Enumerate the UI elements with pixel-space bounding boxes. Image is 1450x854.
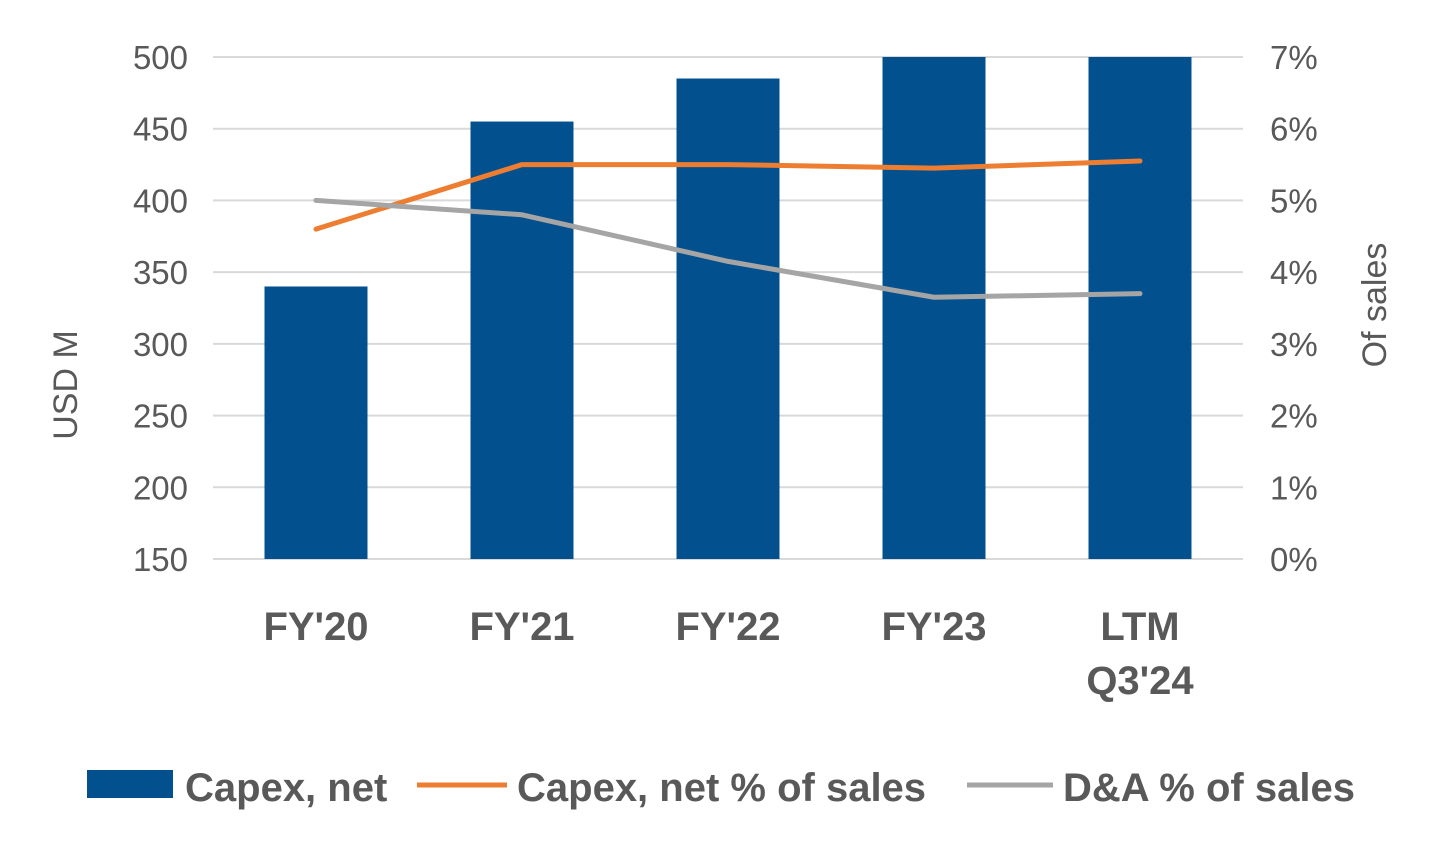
y-axis-right-title: Of sales [1356,243,1394,368]
bar-capex-net [264,286,368,559]
line-capex-net-pct-of-sales [313,158,1143,232]
bar-capex-net [470,121,574,560]
y-right-tick-label: 5% [1270,182,1318,219]
y-right-tick-label: 0% [1270,541,1318,578]
bar-capex-net [676,78,780,559]
y-left-tick-label: 350 [133,254,188,291]
legend-label-capex-net: Capex, net [185,766,387,810]
y-right-tick-label: 7% [1270,39,1318,76]
legend-swatch-capex-net [87,770,173,798]
y-axis-left-title: USD M [47,330,85,440]
y-right-tick-label: 3% [1270,326,1318,363]
y-right-tick-label: 1% [1270,469,1318,506]
x-category-label: FY'21 [469,605,574,649]
y-right-tick-label: 2% [1270,398,1318,435]
x-category-label: Q3'24 [1086,659,1194,703]
legend: Capex, net Capex, net % of sales D&A % o… [87,766,1355,810]
y-left-tick-label: 150 [133,541,188,578]
line-da-pct-of-sales [313,197,1143,300]
y-right-tick-label: 4% [1270,254,1318,291]
bar-series-capex-net [264,57,1192,560]
bar-capex-net [1088,57,1192,559]
x-category-label: FY'20 [263,605,368,649]
line-series [313,158,1143,300]
x-axis-categories: FY'20 FY'21 FY'22 FY'23 LTM Q3'24 [263,605,1194,703]
y-left-tick-label: 250 [133,398,188,435]
x-category-label: LTM [1100,605,1179,649]
y-left-tick-label: 450 [133,111,188,148]
y-left-tick-label: 400 [133,182,188,219]
y-axis-left-ticks: 500 450 400 350 300 250 200 150 [133,39,188,578]
y-right-tick-label: 6% [1270,111,1318,148]
bar-capex-net [882,57,986,559]
y-left-tick-label: 200 [133,469,188,506]
y-left-tick-label: 300 [133,326,188,363]
x-category-label: FY'22 [675,605,780,649]
x-category-label: FY'23 [881,605,986,649]
legend-label-capex-pct: Capex, net % of sales [517,766,926,810]
y-left-tick-label: 500 [133,39,188,76]
y-axis-right-ticks: 7% 6% 5% 4% 3% 2% 1% 0% [1270,39,1318,578]
legend-label-da-pct: D&A % of sales [1063,766,1355,810]
